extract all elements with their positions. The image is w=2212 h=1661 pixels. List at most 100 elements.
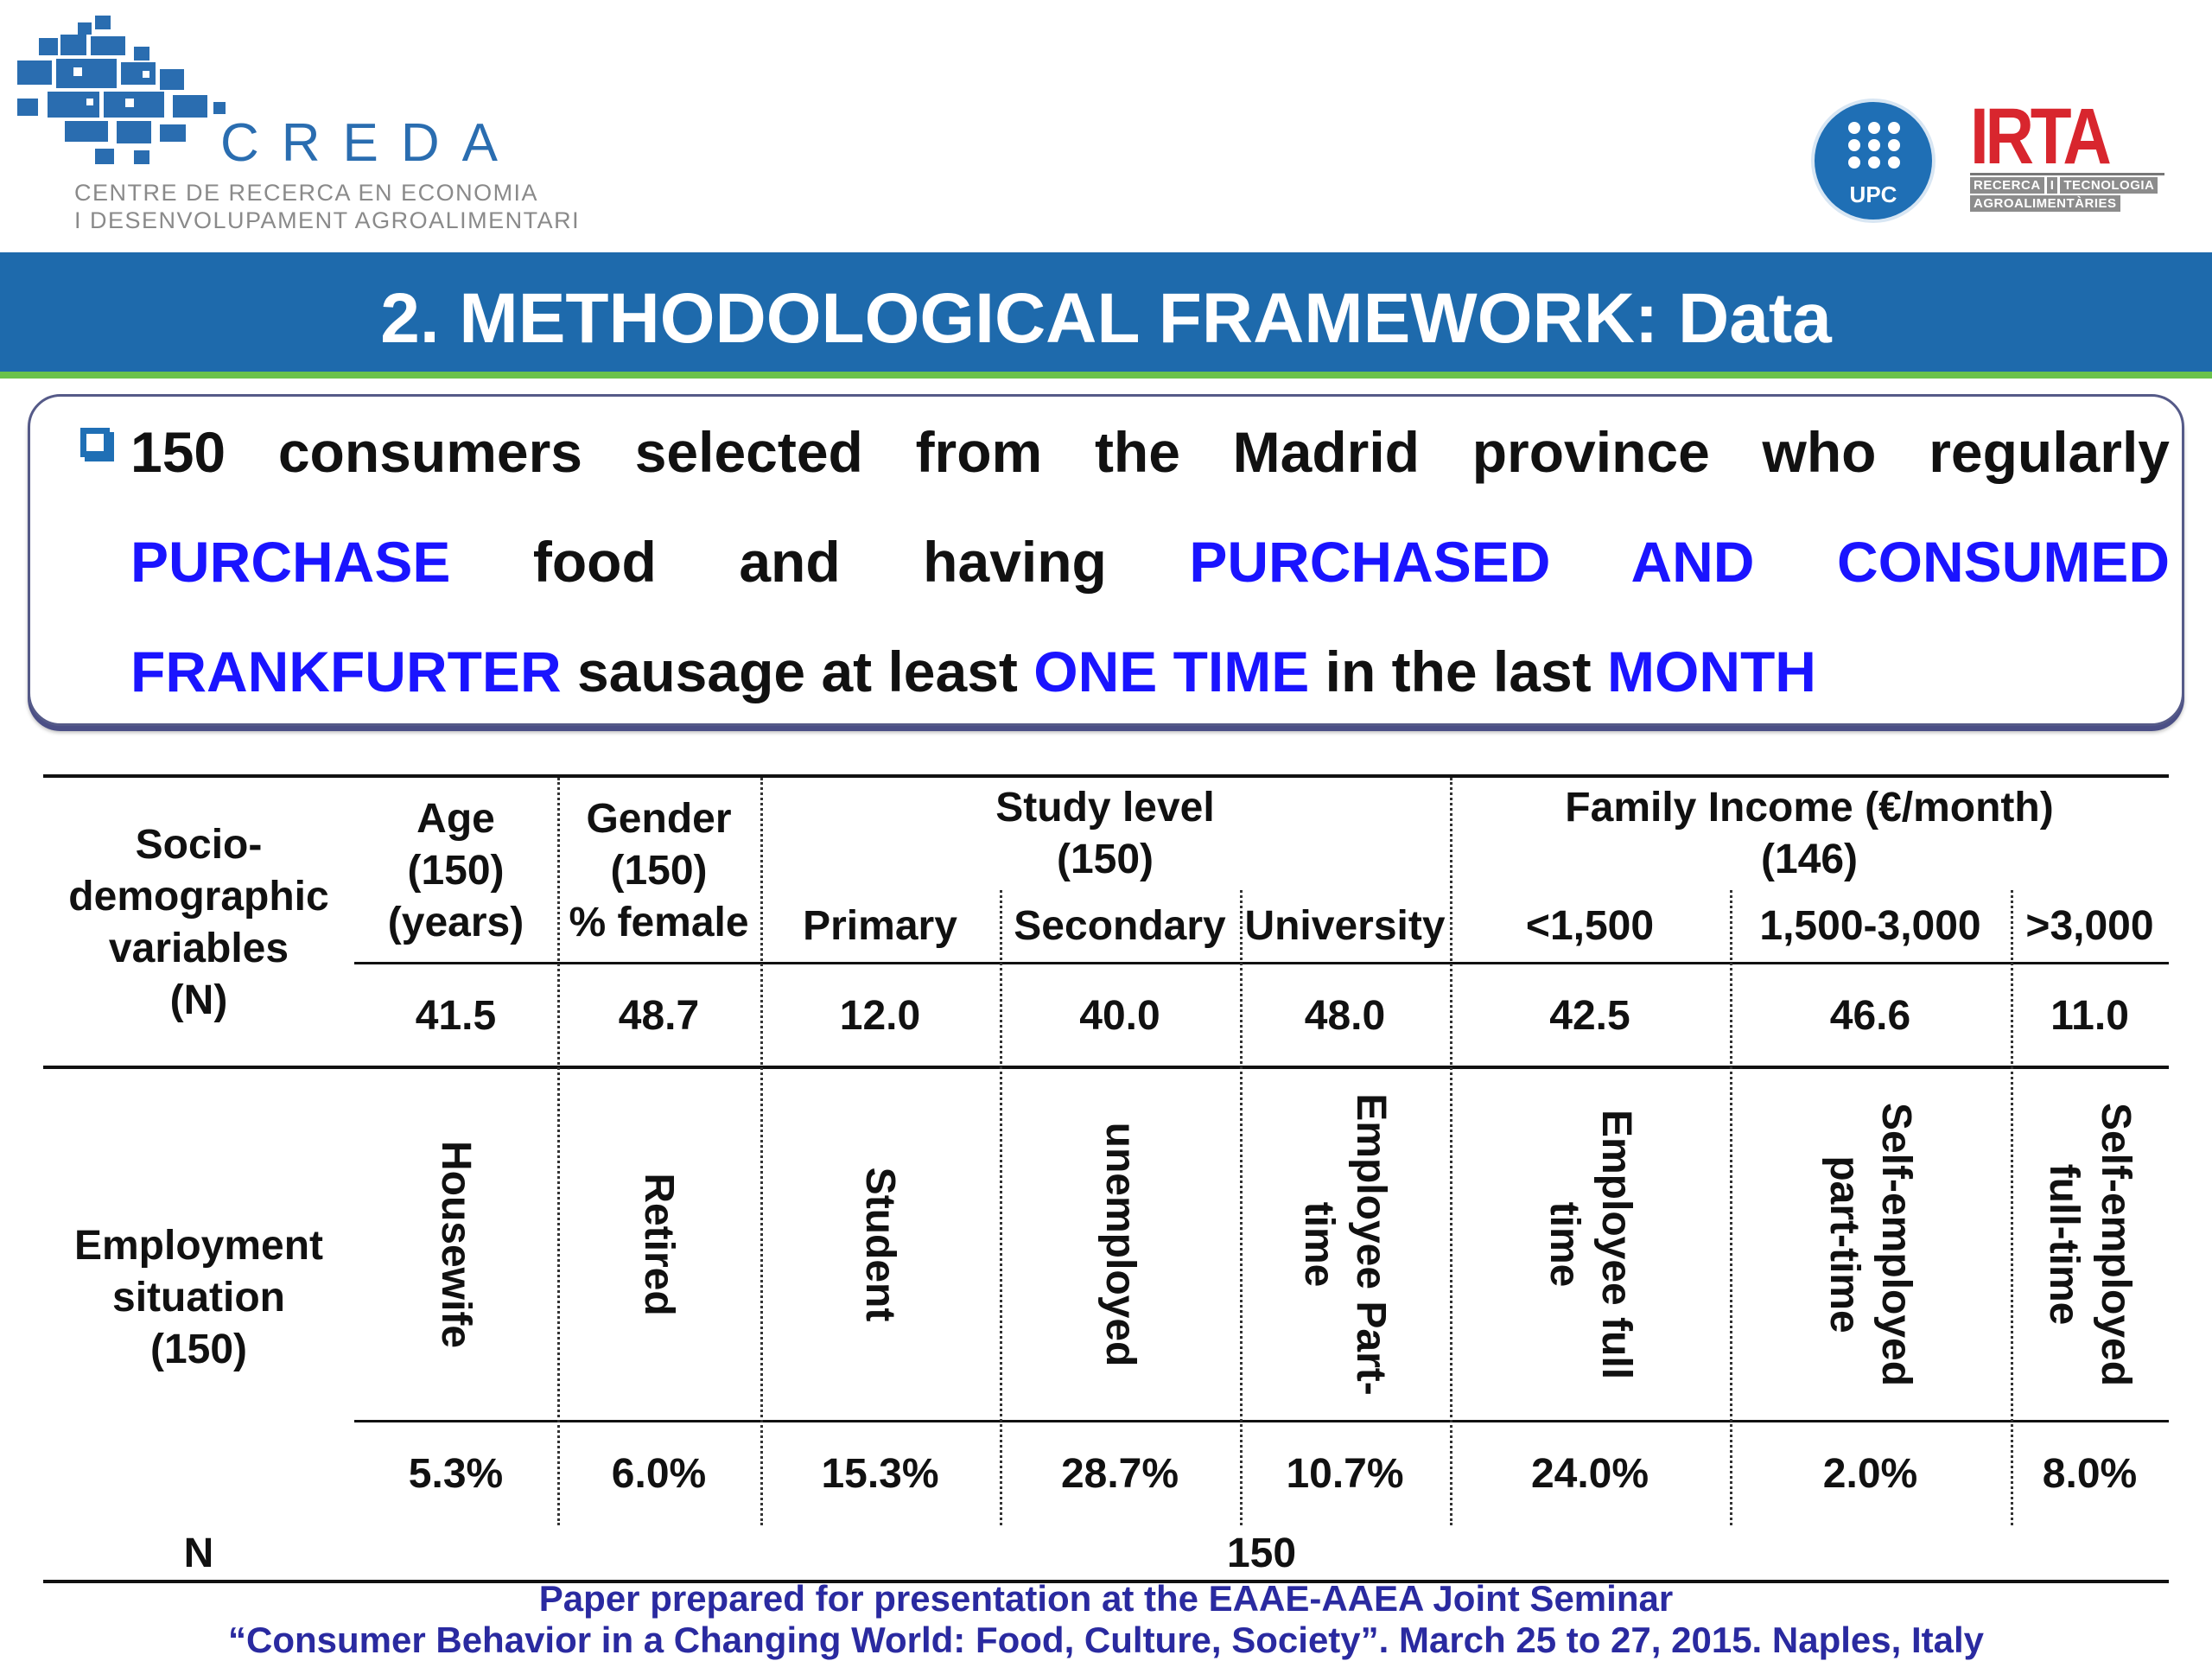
employment-self-employed-full-time: Self-employed full-time xyxy=(2037,1103,2141,1386)
col-header-age: Age (150) (years) xyxy=(354,793,557,949)
col-header-age-line: Age xyxy=(416,796,495,842)
irta-logo: IRTA RECERCA I TECNOLOGIA AGROALIMENTÀRIES xyxy=(1970,92,2169,216)
employment-label-line: time xyxy=(1296,1201,1342,1288)
value-age: 41.5 xyxy=(415,993,497,1039)
row-header-socio: Socio- demographic variables (N) xyxy=(43,819,354,1027)
value-gender: 48.7 xyxy=(618,993,700,1039)
callout-line-3: FRANKFURTER sausage at least ONE TIME in… xyxy=(130,639,2170,704)
col-header-study-line: Study level xyxy=(995,785,1215,830)
employment-label-line: Student xyxy=(857,1167,903,1322)
callout-line-1: 150 consumers selected from the Madrid p… xyxy=(130,420,2170,484)
value-university: 48.0 xyxy=(1304,993,1386,1039)
value-employee-part-time: 10.7% xyxy=(1286,1451,1404,1497)
value-retired: 6.0% xyxy=(611,1451,707,1497)
emph-consumed: CONSUMED xyxy=(1836,530,2170,594)
irta-wordmark: IRTA xyxy=(1970,92,2112,181)
employment-label-line: Employee Part- xyxy=(1348,1093,1394,1396)
upc-label: UPC xyxy=(1849,181,1897,207)
value-housewife: 5.3% xyxy=(408,1451,504,1497)
value-unemployed: 28.7% xyxy=(1060,1451,1179,1497)
table-top-rule xyxy=(43,774,2169,778)
footer-line-1: Paper prepared for presentation at the E… xyxy=(538,1578,1674,1619)
employment-label-line: Housewife xyxy=(433,1140,479,1349)
employment-label-line: time xyxy=(1541,1201,1587,1288)
row-header-employment-line: situation xyxy=(112,1275,285,1321)
emph-purchased: PURCHASED xyxy=(1189,530,1551,594)
title-banner: 2. METHODOLOGICAL FRAMEWORK: Data xyxy=(0,252,2212,379)
employment-label-line: unemployed xyxy=(1097,1122,1143,1367)
word-and: and xyxy=(739,530,841,594)
irta-tagline-i: I xyxy=(2046,177,2058,194)
col-header-gender-line: Gender xyxy=(586,796,732,842)
table-subheader-rule xyxy=(354,962,2169,964)
col-header-age-line: (150) xyxy=(407,848,505,894)
word-having: having xyxy=(923,530,1107,594)
employment-label-line: full-time xyxy=(2041,1163,2087,1326)
col-sep xyxy=(557,778,560,1525)
col-header-age-line: (years) xyxy=(387,900,524,945)
employment-label-line: Self-employed xyxy=(1873,1102,1919,1387)
table-mid-rule xyxy=(43,1066,2169,1069)
col-sep xyxy=(760,778,763,1525)
row-header-employment: Employment situation (150) xyxy=(43,1220,354,1376)
n-value: 150 xyxy=(1226,1531,1297,1576)
employment-label-line: Employee full xyxy=(1593,1109,1639,1380)
employment-employee-full-time: Employee full time xyxy=(1538,1110,1642,1379)
value-self-employed-part-time: 2.0% xyxy=(1822,1451,1918,1497)
subheader-income-high: >3,000 xyxy=(2025,903,2154,949)
col-header-income-line: (146) xyxy=(1760,837,1859,882)
value-secondary: 40.0 xyxy=(1079,993,1160,1039)
callout-line-2: PURCHASE food and having PURCHASED AND C… xyxy=(130,529,2170,595)
employment-label-line: part-time xyxy=(1821,1155,1867,1333)
row-header-employment-line: (150) xyxy=(149,1327,248,1372)
text-sausage-at-least: sausage at least xyxy=(561,640,1034,703)
row-header-employment-line: Employment xyxy=(73,1223,324,1269)
col-header-study-level: Study level (150) xyxy=(760,782,1450,886)
col-sep xyxy=(1730,890,1732,1525)
upc-dots-icon xyxy=(1848,122,1900,169)
irta-tagline-agroalimentaries: AGROALIMENTÀRIES xyxy=(1970,195,2120,212)
subheader-university: University xyxy=(1244,903,1446,949)
value-student: 15.3% xyxy=(821,1451,939,1497)
value-primary: 12.0 xyxy=(839,993,921,1039)
employment-retired: Retired xyxy=(632,1173,684,1315)
emph-one-time: ONE TIME xyxy=(1033,640,1310,703)
row-header-socio-line: (N) xyxy=(169,977,228,1023)
value-employee-full-time: 24.0% xyxy=(1530,1451,1649,1497)
employment-label-line: Retired xyxy=(636,1173,682,1316)
upc-logo: UPC xyxy=(1815,102,1932,220)
emph-and: AND xyxy=(1630,530,1755,594)
creda-pixel-mark-icon xyxy=(17,16,226,164)
col-sep xyxy=(1450,778,1452,1525)
employment-unemployed: unemployed xyxy=(1094,1123,1146,1367)
col-header-gender-line: (150) xyxy=(610,848,708,894)
creda-wordmark: CREDA xyxy=(220,113,521,173)
employment-housewife: Housewife xyxy=(429,1141,481,1348)
irta-tagline-recerca: RECERCA xyxy=(1970,177,2044,194)
employment-self-employed-part-time: Self-employed part-time xyxy=(1818,1103,1922,1386)
creda-logo: CREDA CENTRE DE RECERCA EN ECONOMIA I DE… xyxy=(0,0,622,242)
footer-line-2: “Consumer Behavior in a Changing World: … xyxy=(228,1620,1984,1660)
row-header-socio-line: Socio- xyxy=(135,822,263,868)
col-header-study-line: (150) xyxy=(1056,837,1154,882)
value-income-low: 42.5 xyxy=(1549,993,1630,1039)
row-header-socio-line: variables xyxy=(108,926,289,971)
emph-purchase: PURCHASE xyxy=(130,530,451,594)
col-sep xyxy=(2011,890,2013,1525)
col-header-gender: Gender (150) % female xyxy=(557,793,760,949)
value-income-mid: 46.6 xyxy=(1829,993,1911,1039)
subheader-secondary: Secondary xyxy=(1014,903,1226,949)
creda-subtitle-line1: CENTRE DE RECERCA EN ECONOMIA xyxy=(74,180,539,206)
row-header-socio-line: demographic xyxy=(68,874,329,920)
creda-subtitle-line2: I DESENVOLUPAMENT AGROALIMENTARI xyxy=(74,207,581,233)
table-bottom-rule xyxy=(43,1580,2169,1583)
employment-student: Student xyxy=(854,1168,906,1322)
col-header-gender-line: % female xyxy=(569,900,749,945)
square-bullet-icon xyxy=(80,428,110,457)
subheader-income-mid: 1,500-3,000 xyxy=(1759,903,1981,949)
page-title: 2. METHODOLOGICAL FRAMEWORK: Data xyxy=(380,279,1832,358)
emph-month: MONTH xyxy=(1607,640,1816,703)
col-header-family-income: Family Income (€/month) (146) xyxy=(1450,782,2169,886)
subheader-primary: Primary xyxy=(803,903,957,949)
word-food: food xyxy=(532,530,657,594)
